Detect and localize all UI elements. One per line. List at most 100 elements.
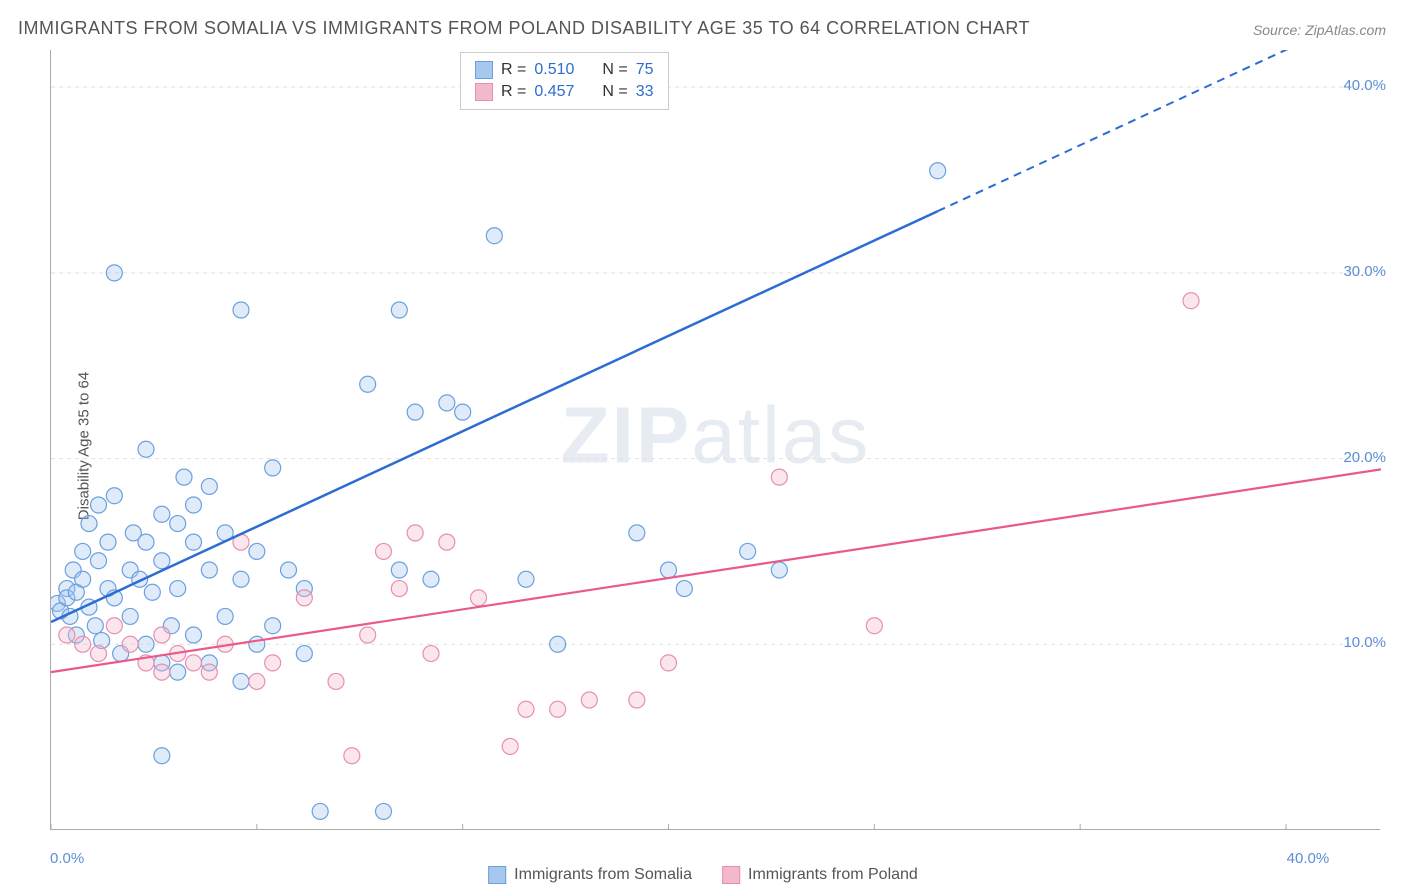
scatter-point — [91, 646, 107, 662]
scatter-point — [75, 543, 91, 559]
x-tick-label: 0.0% — [50, 850, 84, 867]
scatter-point — [439, 534, 455, 550]
scatter-point — [265, 618, 281, 634]
scatter-point — [59, 627, 75, 643]
scatter-point — [423, 646, 439, 662]
scatter-point — [629, 525, 645, 541]
scatter-point — [176, 469, 192, 485]
scatter-point — [518, 571, 534, 587]
scatter-point — [771, 469, 787, 485]
scatter-point — [106, 265, 122, 281]
scatter-point — [249, 636, 265, 652]
scatter-point — [91, 497, 107, 513]
scatter-point — [154, 627, 170, 643]
scatter-point — [154, 748, 170, 764]
scatter-point — [376, 543, 392, 559]
scatter-point — [866, 618, 882, 634]
scatter-point — [186, 627, 202, 643]
y-tick-label: 40.0% — [1343, 77, 1386, 94]
scatter-point — [360, 376, 376, 392]
y-tick-label: 30.0% — [1343, 263, 1386, 280]
scatter-point — [87, 618, 103, 634]
scatter-point — [518, 701, 534, 717]
stat-n-label: N = — [602, 83, 627, 101]
scatter-point — [249, 673, 265, 689]
scatter-point — [106, 488, 122, 504]
y-tick-label: 10.0% — [1343, 634, 1386, 651]
scatter-point — [265, 460, 281, 476]
scatter-point — [265, 655, 281, 671]
scatter-point — [249, 543, 265, 559]
scatter-point — [296, 590, 312, 606]
scatter-point — [740, 543, 756, 559]
x-tick-label: 40.0% — [1287, 850, 1330, 867]
scatter-point — [154, 553, 170, 569]
legend-item: Immigrants from Somalia — [488, 866, 692, 884]
scatter-point — [233, 571, 249, 587]
scatter-point — [186, 534, 202, 550]
scatter-point — [138, 636, 154, 652]
plot-svg — [51, 50, 1381, 830]
scatter-point — [581, 692, 597, 708]
stat-r-label: R = — [501, 83, 526, 101]
scatter-point — [391, 302, 407, 318]
scatter-point — [344, 748, 360, 764]
scatter-point — [154, 664, 170, 680]
scatter-point — [106, 618, 122, 634]
legend-label: Immigrants from Poland — [748, 866, 918, 884]
stat-n-value: 33 — [636, 83, 654, 101]
legend-swatch — [475, 61, 493, 79]
scatter-point — [170, 664, 186, 680]
scatter-point — [423, 571, 439, 587]
chart-container: IMMIGRANTS FROM SOMALIA VS IMMIGRANTS FR… — [0, 0, 1406, 892]
source-attribution: Source: ZipAtlas.com — [1253, 22, 1386, 38]
scatter-point — [661, 655, 677, 671]
scatter-point — [376, 803, 392, 819]
legend-item: Immigrants from Poland — [722, 866, 918, 884]
scatter-point — [502, 738, 518, 754]
scatter-point — [233, 302, 249, 318]
stats-legend-box: R = 0.510 N = 75 R = 0.457 N = 33 — [460, 52, 669, 110]
scatter-point — [186, 655, 202, 671]
plot-area: ZIPatlas — [50, 50, 1380, 830]
legend-swatch — [488, 866, 506, 884]
scatter-point — [75, 636, 91, 652]
stat-r-value: 0.510 — [534, 61, 574, 79]
scatter-point — [771, 562, 787, 578]
scatter-point — [154, 506, 170, 522]
scatter-point — [312, 803, 328, 819]
stat-n-label: N = — [602, 61, 627, 79]
y-tick-label: 20.0% — [1343, 449, 1386, 466]
scatter-point — [407, 404, 423, 420]
scatter-point — [391, 581, 407, 597]
scatter-point — [201, 478, 217, 494]
scatter-point — [407, 525, 423, 541]
scatter-point — [217, 608, 233, 624]
scatter-point — [144, 584, 160, 600]
scatter-point — [201, 562, 217, 578]
scatter-point — [122, 608, 138, 624]
scatter-point — [629, 692, 645, 708]
legend-swatch — [722, 866, 740, 884]
stats-row: R = 0.457 N = 33 — [475, 81, 654, 103]
scatter-point — [455, 404, 471, 420]
scatter-point — [91, 553, 107, 569]
scatter-point — [661, 562, 677, 578]
scatter-point — [328, 673, 344, 689]
scatter-point — [1183, 293, 1199, 309]
scatter-point — [138, 441, 154, 457]
stat-r-value: 0.457 — [534, 83, 574, 101]
legend-swatch — [475, 83, 493, 101]
stat-n-value: 75 — [636, 61, 654, 79]
scatter-point — [439, 395, 455, 411]
regression-line-dashed — [938, 50, 1381, 211]
scatter-point — [138, 534, 154, 550]
scatter-point — [201, 664, 217, 680]
scatter-point — [471, 590, 487, 606]
scatter-point — [170, 581, 186, 597]
stat-r-label: R = — [501, 61, 526, 79]
scatter-point — [486, 228, 502, 244]
scatter-point — [75, 571, 91, 587]
chart-title: IMMIGRANTS FROM SOMALIA VS IMMIGRANTS FR… — [18, 18, 1030, 39]
scatter-point — [391, 562, 407, 578]
